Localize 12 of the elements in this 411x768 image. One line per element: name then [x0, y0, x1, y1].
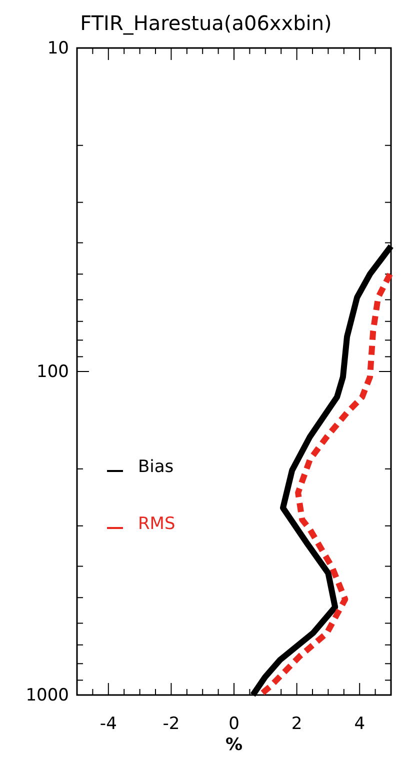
y-tick-label: 1000: [26, 685, 69, 706]
x-tick-label: 2: [291, 714, 302, 734]
y-tick-label: 100: [36, 362, 69, 382]
x-tick-label: -2: [162, 714, 180, 734]
x-tick-label: 4: [354, 714, 366, 734]
chart-title: FTIR_Harestua(a06xxbin): [80, 11, 332, 35]
x-tick-label: 0: [228, 714, 240, 734]
x-axis-title: %: [225, 735, 243, 755]
legend-label: Bias: [138, 457, 174, 477]
legend-label: RMS: [138, 514, 176, 534]
x-tick-label: -4: [100, 714, 117, 734]
y-tick-label: 10: [47, 38, 69, 58]
